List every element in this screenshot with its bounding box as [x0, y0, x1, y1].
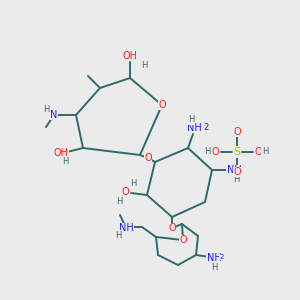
Text: O: O — [233, 127, 241, 137]
Text: H: H — [115, 230, 121, 239]
Text: 2: 2 — [220, 254, 224, 260]
Text: NH: NH — [207, 253, 221, 263]
Text: OH: OH — [53, 148, 68, 158]
Text: O: O — [144, 153, 152, 163]
Text: OH: OH — [122, 51, 137, 61]
Text: H: H — [262, 148, 268, 157]
Text: H: H — [130, 178, 136, 188]
Text: H: H — [43, 106, 49, 115]
Text: O: O — [168, 223, 176, 233]
Text: H: H — [188, 116, 194, 124]
Text: O: O — [233, 167, 241, 177]
Text: H: H — [141, 61, 147, 70]
Text: O: O — [254, 147, 262, 157]
Text: NH: NH — [187, 123, 201, 133]
Text: H: H — [116, 196, 122, 206]
Text: H: H — [204, 148, 210, 157]
Text: O: O — [179, 235, 187, 245]
Text: NH: NH — [226, 165, 242, 175]
Text: H: H — [211, 262, 217, 272]
Text: N: N — [50, 110, 58, 120]
Text: H: H — [233, 176, 239, 184]
Text: O: O — [158, 100, 166, 110]
Text: O: O — [121, 187, 129, 197]
Text: 2: 2 — [203, 124, 208, 133]
Text: H: H — [62, 158, 68, 166]
Text: S: S — [233, 147, 241, 157]
Text: O: O — [211, 147, 219, 157]
Text: NH: NH — [118, 223, 134, 233]
